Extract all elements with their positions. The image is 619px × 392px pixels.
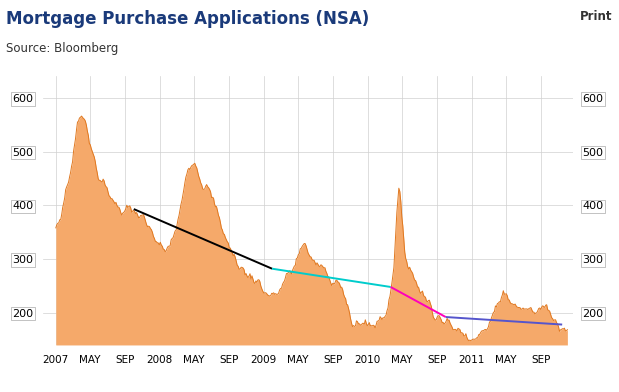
Text: Mortgage Purchase Applications (NSA): Mortgage Purchase Applications (NSA)	[6, 10, 370, 28]
Text: Source: Bloomberg: Source: Bloomberg	[6, 42, 119, 55]
Text: Print: Print	[580, 10, 613, 23]
